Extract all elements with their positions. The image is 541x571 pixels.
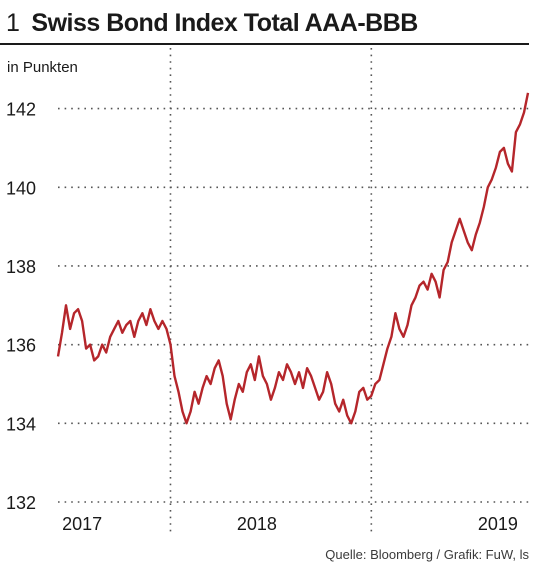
source-note: Quelle: Bloomberg / Grafik: FuW, ls [325, 547, 529, 562]
unit-label: in Punkten [7, 59, 78, 76]
title-rule [0, 43, 529, 45]
chart-number: 1 [6, 8, 20, 37]
y-tick-label: 136 [6, 336, 36, 356]
y-tick-label: 134 [6, 414, 36, 434]
y-axis-ticks: 132 134 136 138 140 142 [6, 100, 36, 513]
y-tick-label: 138 [6, 257, 36, 277]
x-tick-label: 2018 [237, 514, 277, 534]
y-tick-label: 140 [6, 178, 36, 198]
chart-title-row: 1 Swiss Bond Index Total AAA-BBB [6, 4, 531, 42]
x-tick-label: 2017 [62, 514, 102, 534]
vertical-gridlines [169, 48, 373, 536]
horizontal-gridlines [58, 107, 530, 503]
x-tick-label: 2019 [478, 514, 518, 534]
series-line [56, 92, 530, 425]
chart-title: Swiss Bond Index Total AAA-BBB [31, 8, 418, 37]
y-tick-label: 142 [6, 100, 36, 120]
x-axis-ticks: 2017 2018 2019 [62, 514, 518, 534]
y-tick-label: 132 [6, 493, 36, 513]
